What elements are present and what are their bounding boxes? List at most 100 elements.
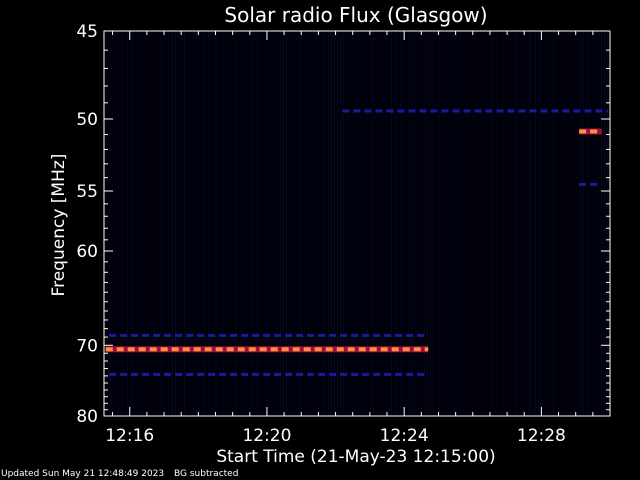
noise-stripe (493, 31, 494, 416)
emission-segment (419, 109, 427, 113)
noise-stripe (520, 31, 521, 416)
noise-stripe (439, 31, 440, 416)
emission-segment (562, 109, 570, 113)
noise-stripe (268, 31, 269, 416)
noise-stripe (607, 31, 608, 416)
emission-segment (285, 372, 293, 376)
noise-stripe (550, 31, 551, 416)
noise-stripe (280, 31, 281, 416)
noise-stripe (169, 31, 170, 416)
emission-segment (402, 347, 410, 352)
noise-stripe (358, 31, 359, 416)
noise-stripe (430, 31, 431, 416)
emission-segment (230, 333, 238, 337)
noise-stripe (580, 31, 581, 416)
emission-segment (197, 372, 205, 376)
noise-stripe (259, 31, 260, 416)
emission-segment (496, 109, 504, 113)
noise-stripe (529, 31, 530, 416)
noise-stripe (340, 31, 341, 416)
y-axis-label: Frequency [MHz] (49, 154, 69, 297)
noise-stripe (232, 31, 233, 416)
emission-segment (186, 372, 194, 376)
noise-stripe (553, 31, 554, 416)
y-tick-label: 80 (76, 407, 98, 427)
noise-stripe (538, 31, 539, 416)
emission-segment (362, 333, 370, 337)
emission-segment (219, 333, 227, 337)
emission-segment (182, 347, 190, 352)
noise-stripe (127, 31, 128, 416)
y-tick-label: 70 (76, 336, 98, 356)
noise-stripe (130, 31, 131, 416)
noise-stripe (325, 31, 326, 416)
emission-segment (270, 347, 278, 352)
emission-segment (408, 109, 416, 113)
noise-stripe (556, 31, 557, 416)
noise-stripe (244, 31, 245, 416)
emission-segment (364, 109, 372, 113)
noise-stripe (196, 31, 197, 416)
noise-stripe (160, 31, 161, 416)
noise-stripe (178, 31, 179, 416)
noise-stripe (124, 31, 125, 416)
noise-stripe (394, 31, 395, 416)
noise-stripe (241, 31, 242, 416)
noise-stripe (151, 31, 152, 416)
emission-segment (131, 372, 139, 376)
noise-stripe (427, 31, 428, 416)
noise-stripe (454, 31, 455, 416)
noise-stripe (535, 31, 536, 416)
emission-segment (307, 333, 315, 337)
noise-stripe (349, 31, 350, 416)
noise-stripe (505, 31, 506, 416)
emission-segment (406, 333, 414, 337)
emission-segment (358, 347, 366, 352)
noise-stripe (385, 31, 386, 416)
emission-segment (307, 372, 315, 376)
emission-segment (252, 372, 260, 376)
emission-segment (395, 372, 403, 376)
emission-segment (197, 333, 205, 337)
emission-segment (109, 372, 117, 376)
noise-stripe (334, 31, 335, 416)
x-tick-label: 12:20 (242, 426, 291, 446)
noise-stripe (487, 31, 488, 416)
noise-stripe (409, 31, 410, 416)
emission-segment (149, 347, 157, 352)
emission-segment (540, 109, 548, 113)
emission-segment (395, 333, 403, 337)
emission-segment (336, 347, 344, 352)
noise-stripe (448, 31, 449, 416)
emission-segment (142, 333, 150, 337)
emission-segment (153, 372, 161, 376)
noise-stripe (586, 31, 587, 416)
emission-segment (380, 347, 388, 352)
emission-segment (342, 109, 350, 113)
noise-stripe (223, 31, 224, 416)
emission-segment (353, 109, 361, 113)
noise-stripe (562, 31, 563, 416)
noise-stripe (115, 31, 116, 416)
noise-stripe (457, 31, 458, 416)
noise-stripe (355, 31, 356, 416)
noise-stripe (118, 31, 119, 416)
noise-stripe (319, 31, 320, 416)
emission-segment (369, 347, 377, 352)
noise-stripe (256, 31, 257, 416)
noise-stripe (382, 31, 383, 416)
emission-segment (507, 109, 515, 113)
noise-stripe (271, 31, 272, 416)
emission-segment (204, 347, 212, 352)
noise-stripe (208, 31, 209, 416)
emission-segment (325, 347, 333, 352)
emission-segment (281, 347, 289, 352)
emission-segment (241, 372, 249, 376)
noise-stripe (598, 31, 599, 416)
noise-stripe (250, 31, 251, 416)
updated-timestamp: Updated Sun May 21 12:48:49 2023 (1, 469, 165, 479)
noise-stripe (541, 31, 542, 416)
emission-segment (340, 372, 348, 376)
noise-stripe (136, 31, 137, 416)
